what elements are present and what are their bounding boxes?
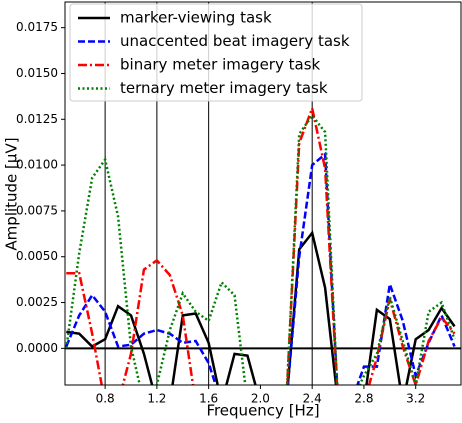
legend-label: unaccented beat imagery task [120,32,350,50]
y-tick-label: 0.0025 [16,295,58,309]
y-tick-label: 0.0000 [16,341,58,355]
x-axis-label: Frequency [Hz] [206,402,319,420]
legend-label: binary meter imagery task [120,56,321,74]
legend-label: ternary meter imagery task [120,79,328,97]
x-tick-label: 2.0 [251,392,270,406]
plot-frame [64,1,462,386]
series-line [65,113,456,385]
x-tick-label: 3.2 [406,392,425,406]
y-tick-label: 0.0175 [16,20,58,34]
legend-box [69,3,363,102]
x-tick-label: 1.6 [199,392,218,406]
y-tick-label: 0.0150 [16,66,58,80]
series-line [66,230,456,385]
y-tick-label: 0.0125 [16,112,58,126]
x-tick-label: 2.8 [354,392,373,406]
x-tick-label: 2.4 [303,392,322,406]
y-tick-label: 0.0075 [16,203,58,217]
y-tick-label: 0.0050 [16,249,58,263]
y-tick-label: 0.0100 [16,158,58,172]
y-axis-label: Amplitude [µV] [3,137,21,250]
x-tick-label: 0.8 [96,392,115,406]
x-tick-label: 1.2 [147,392,166,406]
legend-label: marker-viewing task [120,9,272,27]
